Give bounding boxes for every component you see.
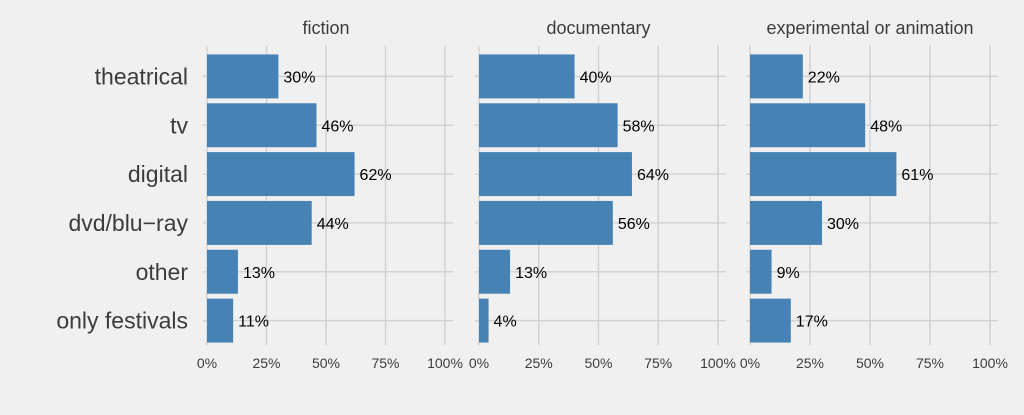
bar-1-2 bbox=[479, 152, 632, 197]
data-label-1-4: 13% bbox=[515, 265, 547, 282]
data-label-1-0: 40% bbox=[580, 69, 612, 86]
category-label-5: only festivals bbox=[56, 308, 188, 334]
x-tick-label-2-1: 25% bbox=[796, 355, 824, 371]
x-tick-label-0-1: 25% bbox=[252, 355, 280, 371]
x-tick-label-2-0: 0% bbox=[740, 355, 760, 371]
data-label-2-0: 22% bbox=[808, 69, 840, 86]
category-label-2: digital bbox=[128, 161, 188, 187]
bar-1-3 bbox=[479, 200, 613, 245]
data-label-1-2: 64% bbox=[637, 167, 669, 184]
bar-0-2 bbox=[207, 152, 355, 197]
bar-0-1 bbox=[207, 103, 317, 148]
data-label-1-5: 4% bbox=[494, 314, 517, 331]
x-tick-label-1-3: 75% bbox=[644, 355, 672, 371]
x-tick-label-1-4: 100% bbox=[700, 355, 736, 371]
category-label-3: dvd/blu−ray bbox=[68, 210, 188, 236]
category-label-0: theatrical bbox=[95, 63, 188, 89]
data-label-2-1: 48% bbox=[870, 118, 902, 135]
data-label-2-2: 61% bbox=[901, 167, 933, 184]
data-label-0-4: 13% bbox=[243, 265, 275, 282]
bar-0-0 bbox=[207, 54, 279, 99]
data-label-2-3: 30% bbox=[827, 216, 859, 233]
data-label-0-1: 46% bbox=[321, 118, 353, 135]
bar-1-1 bbox=[479, 103, 618, 148]
facet-title-0: fiction bbox=[302, 18, 349, 38]
x-tick-label-1-0: 0% bbox=[469, 355, 489, 371]
bar-2-4 bbox=[750, 249, 772, 294]
data-label-2-4: 9% bbox=[777, 265, 800, 282]
data-label-1-1: 58% bbox=[623, 118, 655, 135]
facet-title-1: documentary bbox=[546, 18, 650, 38]
bar-2-3 bbox=[750, 200, 822, 245]
x-tick-label-2-2: 50% bbox=[856, 355, 884, 371]
data-label-0-3: 44% bbox=[317, 216, 349, 233]
category-label-1: tv bbox=[170, 112, 188, 138]
bar-2-5 bbox=[750, 298, 791, 343]
x-tick-label-2-3: 75% bbox=[916, 355, 944, 371]
bar-2-0 bbox=[750, 54, 803, 99]
category-label-4: other bbox=[136, 259, 189, 285]
bar-0-4 bbox=[207, 249, 238, 294]
data-label-0-5: 11% bbox=[238, 314, 269, 331]
bar-2-2 bbox=[750, 152, 897, 197]
facet-title-2: experimental or animation bbox=[766, 18, 973, 38]
bar-1-5 bbox=[479, 298, 489, 343]
bar-0-3 bbox=[207, 200, 312, 245]
data-label-2-5: 17% bbox=[796, 314, 828, 331]
data-label-0-2: 62% bbox=[360, 167, 392, 184]
x-tick-label-2-4: 100% bbox=[972, 355, 1008, 371]
x-tick-label-0-3: 75% bbox=[371, 355, 399, 371]
x-tick-label-0-4: 100% bbox=[427, 355, 463, 371]
data-label-1-3: 56% bbox=[618, 216, 650, 233]
x-tick-label-0-0: 0% bbox=[197, 355, 217, 371]
bar-1-4 bbox=[479, 249, 511, 294]
x-tick-label-1-2: 50% bbox=[584, 355, 612, 371]
bar-1-0 bbox=[479, 54, 575, 99]
bar-2-1 bbox=[750, 103, 866, 148]
x-tick-label-0-2: 50% bbox=[312, 355, 340, 371]
bar-0-5 bbox=[207, 298, 234, 343]
data-label-0-0: 30% bbox=[283, 69, 315, 86]
x-tick-label-1-1: 25% bbox=[525, 355, 553, 371]
